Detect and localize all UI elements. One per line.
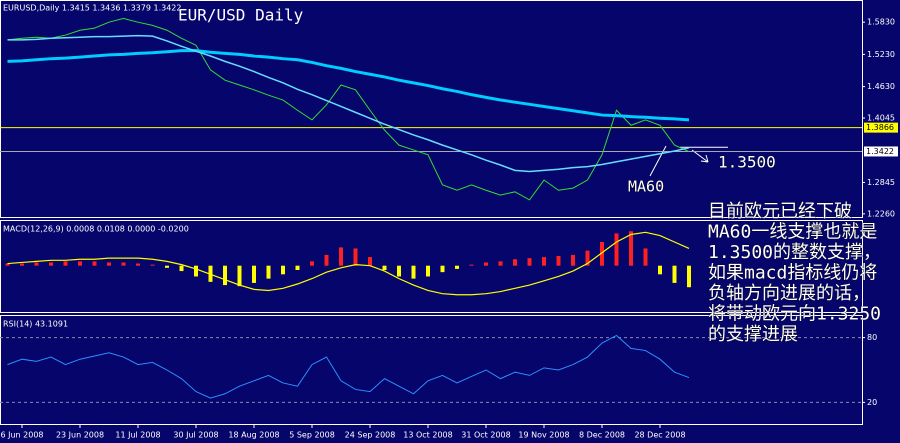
y-tick-label: 1.2845 [867, 178, 895, 187]
line [7, 34, 690, 173]
x-tick-label: 13 Oct 2008 [403, 431, 452, 440]
bar [382, 265, 387, 270]
macd-title: MACD(12,26,9) 0.0008 0.0108 0.0000 -0.02… [3, 225, 189, 234]
bar [310, 261, 314, 266]
bar [20, 263, 24, 266]
y-tick-label: 1.4045 [867, 114, 895, 123]
commentary-line: 1.3500的整数支撑， [708, 242, 881, 263]
y-tick-label: 80 [867, 333, 877, 342]
commentary-line: 负轴方向进展的话， [708, 283, 870, 304]
bar [513, 259, 517, 266]
x-tick-label: 11 Jul 2008 [115, 431, 160, 440]
x-tick-label: 24 Sep 2008 [345, 431, 396, 440]
bar [455, 265, 459, 269]
bar [498, 261, 503, 266]
bar [658, 265, 662, 275]
commentary-line: 目前欧元已经下破 [708, 201, 852, 222]
bar [527, 258, 532, 266]
x-tick-label: 31 Oct 2008 [461, 431, 510, 440]
arrow [691, 149, 709, 163]
level-label: 1.3500 [718, 153, 776, 172]
bar [136, 263, 140, 266]
line [7, 231, 690, 296]
commentary-line: 将带动欧元向1.3250 [708, 304, 881, 325]
bar [266, 265, 271, 279]
bar [368, 257, 372, 266]
y-tick-label: 1.3866 [866, 123, 894, 132]
y-tick-label: 1.2260 [867, 209, 895, 218]
y-tick-label: 1.4630 [867, 82, 895, 91]
bar [78, 261, 82, 266]
y-tick-label: 1.5230 [867, 50, 895, 59]
bar [295, 265, 300, 270]
bar [63, 261, 68, 266]
level-box [864, 122, 898, 133]
bar [49, 262, 53, 266]
y-tick-label: 1.3422 [866, 147, 894, 156]
bar [426, 265, 430, 277]
bar [252, 265, 256, 283]
line [7, 17, 690, 201]
bar [121, 262, 126, 266]
level-box [864, 146, 898, 157]
bar [5, 263, 10, 266]
bar [397, 265, 401, 277]
bar [440, 265, 445, 273]
bar [643, 248, 648, 266]
x-tick-label: 30 Jul 2008 [173, 431, 218, 440]
bar [237, 265, 242, 287]
bar [179, 265, 184, 272]
bar [542, 257, 546, 266]
y-tick-label: 20 [867, 398, 877, 407]
bar [411, 265, 416, 279]
ma60-label: MA60 [628, 178, 664, 196]
bar [223, 265, 227, 286]
bar [92, 261, 97, 266]
bar [585, 250, 590, 266]
bar [339, 247, 343, 266]
bar [484, 262, 488, 266]
x-tick-label: 8 Dec 2008 [579, 431, 625, 440]
bar [150, 264, 155, 266]
bar [107, 262, 111, 266]
bar [353, 248, 358, 266]
bar [281, 265, 285, 275]
x-tick-label: 18 Aug 2008 [228, 431, 279, 440]
bar [556, 256, 561, 266]
bar [324, 254, 329, 266]
chart-subtitle: EURUSD,Daily 1.3415 1.3436 1.3379 1.3422 [3, 4, 182, 13]
panel-frames [0, 0, 863, 425]
commentary: 目前欧元已经下破MA60一线支撑也就是1.3500的整数支撑，如果macd指标线… [708, 201, 882, 346]
bar [194, 265, 198, 277]
commentary-line: 如果macd指标线仍将 [708, 263, 877, 284]
x-tick-label: 5 Sep 2008 [289, 431, 335, 440]
commentary-line: MA60一线支撑也就是 [708, 222, 877, 243]
bar [629, 231, 633, 266]
bar [600, 242, 604, 266]
rsi-title: RSI(14) 43.1091 [3, 320, 68, 329]
x-tick-label: 23 Jun 2008 [56, 431, 104, 440]
bar [614, 233, 619, 266]
bar [165, 265, 169, 268]
y-tick-label: 1.5830 [867, 18, 895, 27]
line [7, 334, 690, 399]
x-tick-label: 19 Nov 2008 [518, 431, 569, 440]
bar [469, 264, 474, 266]
x-tick-label: 28 Dec 2008 [634, 431, 685, 440]
bar [672, 265, 677, 283]
x-tick-label: 6 Jun 2008 [0, 431, 43, 440]
chart-title: EUR/USD Daily [178, 6, 304, 25]
bar [34, 262, 39, 266]
bar [571, 254, 575, 266]
line [7, 49, 690, 122]
commentary-line: 的支撑进展 [708, 324, 798, 345]
bar [687, 265, 691, 288]
